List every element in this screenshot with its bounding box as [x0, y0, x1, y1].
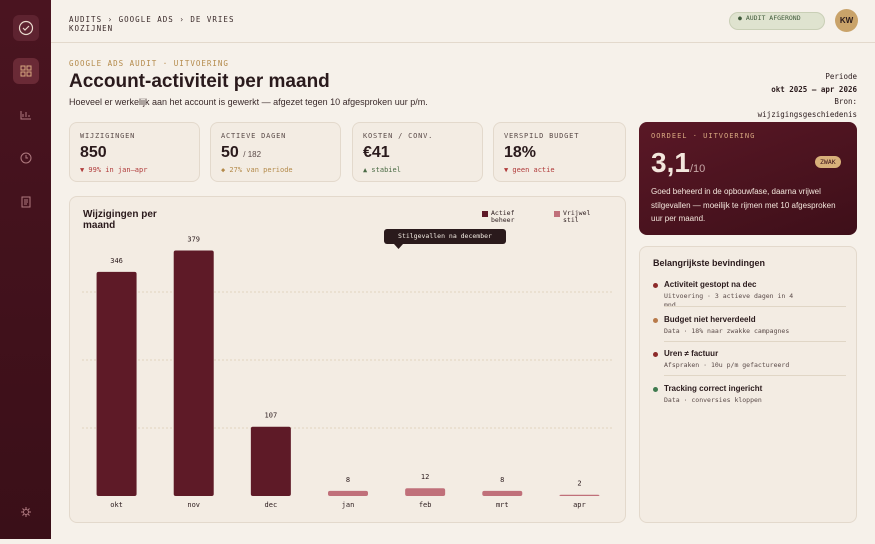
- finding-meta: Data · conversies kloppen: [664, 395, 762, 404]
- value-label: 107: [265, 412, 278, 420]
- verdict-card: OORDEEL · UITVOERING 3,1/10 ZWAK Goed be…: [639, 122, 857, 235]
- legend-swatch: [482, 211, 488, 217]
- nav-chart[interactable]: [20, 111, 31, 120]
- x-tick-label: okt: [110, 501, 123, 509]
- legend-swatch: [554, 211, 560, 217]
- findings-title: Belangrijkste bevindingen: [653, 258, 766, 268]
- kpi-sub: ▲ stabiel: [363, 166, 401, 174]
- nav-history[interactable]: [20, 152, 32, 164]
- x-tick-label: mrt: [496, 501, 509, 509]
- legend-label: Actief beheer: [491, 209, 515, 224]
- bar: [559, 494, 600, 496]
- finding-divider: [664, 340, 846, 342]
- findings-card: Belangrijkste bevindingen Activiteit ges…: [639, 246, 857, 523]
- period-meta: Periode okt 2025 — apr 2026 Bron: wijzig…: [758, 71, 857, 121]
- finding-title: Tracking correct ingericht: [664, 383, 763, 393]
- value-label: 379: [187, 236, 200, 244]
- verdict-label: OORDEEL · UITVOERING: [651, 132, 756, 140]
- kpi-suffix: / 182: [243, 150, 262, 159]
- period-label: Periode: [825, 72, 857, 81]
- finding-title: Activiteit gestopt na dec: [664, 280, 757, 289]
- source-label: Bron:: [834, 97, 857, 106]
- verdict-badge: ZWAK: [815, 156, 841, 168]
- legend-label: Vrijwel stil: [563, 209, 591, 224]
- bar: [482, 490, 523, 496]
- value-label: 8: [346, 476, 350, 484]
- finding-dot: [653, 386, 658, 392]
- bar: [173, 250, 214, 496]
- x-tick-label: dec: [265, 501, 278, 509]
- page-title: Account-activiteit per maand: [69, 71, 330, 92]
- verdict-text: Goed beheerd in de opbouwfase, daarna vr…: [651, 187, 836, 223]
- nav-dashboard[interactable]: [13, 58, 39, 84]
- finding-meta: Uitvoering · 3 actieve dagen in 4 mnd: [664, 292, 794, 309]
- kpi-label: KOSTEN / CONV.: [363, 132, 434, 140]
- breadcrumb: AUDITS › GOOGLE ADS › DE VRIES KOZIJNEN: [69, 15, 269, 33]
- kpi-card: ACTIEVE DAGEN 50 / 182 ◆ 27% van periode: [210, 122, 341, 182]
- value-label: 2: [577, 480, 581, 488]
- finding-divider: [664, 306, 846, 307]
- logo[interactable]: [13, 15, 39, 41]
- verdict-scale: /10: [689, 163, 706, 175]
- value-label: 12: [421, 473, 429, 481]
- x-tick-label: apr: [573, 501, 586, 509]
- finding-dot: [653, 317, 658, 323]
- status-badge: ● AUDIT AFGEROND: [729, 12, 825, 30]
- nav-docs[interactable]: [21, 196, 31, 208]
- verdict-score: 3,1: [651, 147, 690, 178]
- finding-title: Uren ≠ factuur: [664, 349, 719, 358]
- finding-dot: [653, 283, 658, 288]
- sidebar: [0, 0, 51, 539]
- x-tick-label: nov: [187, 501, 200, 509]
- kpi-label: ACTIEVE DAGEN: [221, 132, 287, 140]
- value-label: 8: [500, 476, 504, 484]
- kpi-value: 50: [221, 144, 239, 161]
- kpi-value: 850: [80, 144, 107, 161]
- kpi-label: VERSPILD BUDGET: [504, 132, 580, 140]
- source: wijzigingsgeschiedenis: [757, 109, 857, 119]
- kpi-sub: ▼ geen actie: [504, 166, 555, 174]
- finding-meta: Afspraken · 10u p/m gefactureerd: [664, 361, 790, 369]
- topbar-divider: [51, 42, 875, 43]
- avatar[interactable]: KW: [835, 9, 858, 32]
- finding-meta: Data · 18% naar zwakke campagnes: [664, 326, 790, 335]
- sidebar-icons: [13, 15, 39, 517]
- annotation: Stilgevallen na december: [384, 229, 506, 244]
- x-tick-label: feb: [419, 501, 432, 509]
- chart-title: Wijzigingen per maand: [83, 209, 157, 231]
- kpi-card: WIJZIGINGEN 850 ▼ 99% in jan–apr: [69, 122, 200, 182]
- kpi-label: WIJZIGINGEN: [80, 132, 136, 140]
- crumb[interactable]: AUDITS: [69, 15, 103, 24]
- period: okt 2025 — apr 2026: [771, 84, 857, 94]
- finding-title: Budget niet herverdeeld: [664, 314, 756, 324]
- crumb: DE VRIES KOZIJNEN: [69, 15, 235, 33]
- kpi-value: 18%: [504, 144, 537, 161]
- bar: [96, 271, 137, 496]
- crumb[interactable]: GOOGLE ADS: [118, 15, 174, 24]
- crumb-sep: ›: [107, 15, 114, 24]
- kpi-card: KOSTEN / CONV. €41 ▲ stabiel: [352, 122, 483, 182]
- finding-divider: [664, 375, 846, 376]
- x-tick-label: jan: [342, 501, 355, 509]
- kpi-sub: ▼ 99% in jan–apr: [80, 166, 148, 174]
- finding-dot: [653, 352, 658, 357]
- bar: [328, 490, 368, 496]
- annotation-pointer: [394, 244, 403, 249]
- eyebrow: GOOGLE ADS AUDIT · UITVOERING: [69, 59, 229, 68]
- kpi-value: €41: [363, 144, 390, 161]
- value-label: 346: [110, 257, 123, 265]
- kpi-sub: ◆ 27% van periode: [221, 166, 293, 174]
- nav-settings[interactable]: [21, 507, 31, 517]
- page-subtitle: Hoeveel er werkelijk aan het account is …: [69, 97, 428, 107]
- bar: [405, 488, 446, 496]
- kpi-card: VERSPILD BUDGET 18% ▼ geen actie: [493, 122, 626, 182]
- bar: [250, 426, 291, 496]
- crumb-sep: ›: [179, 15, 185, 24]
